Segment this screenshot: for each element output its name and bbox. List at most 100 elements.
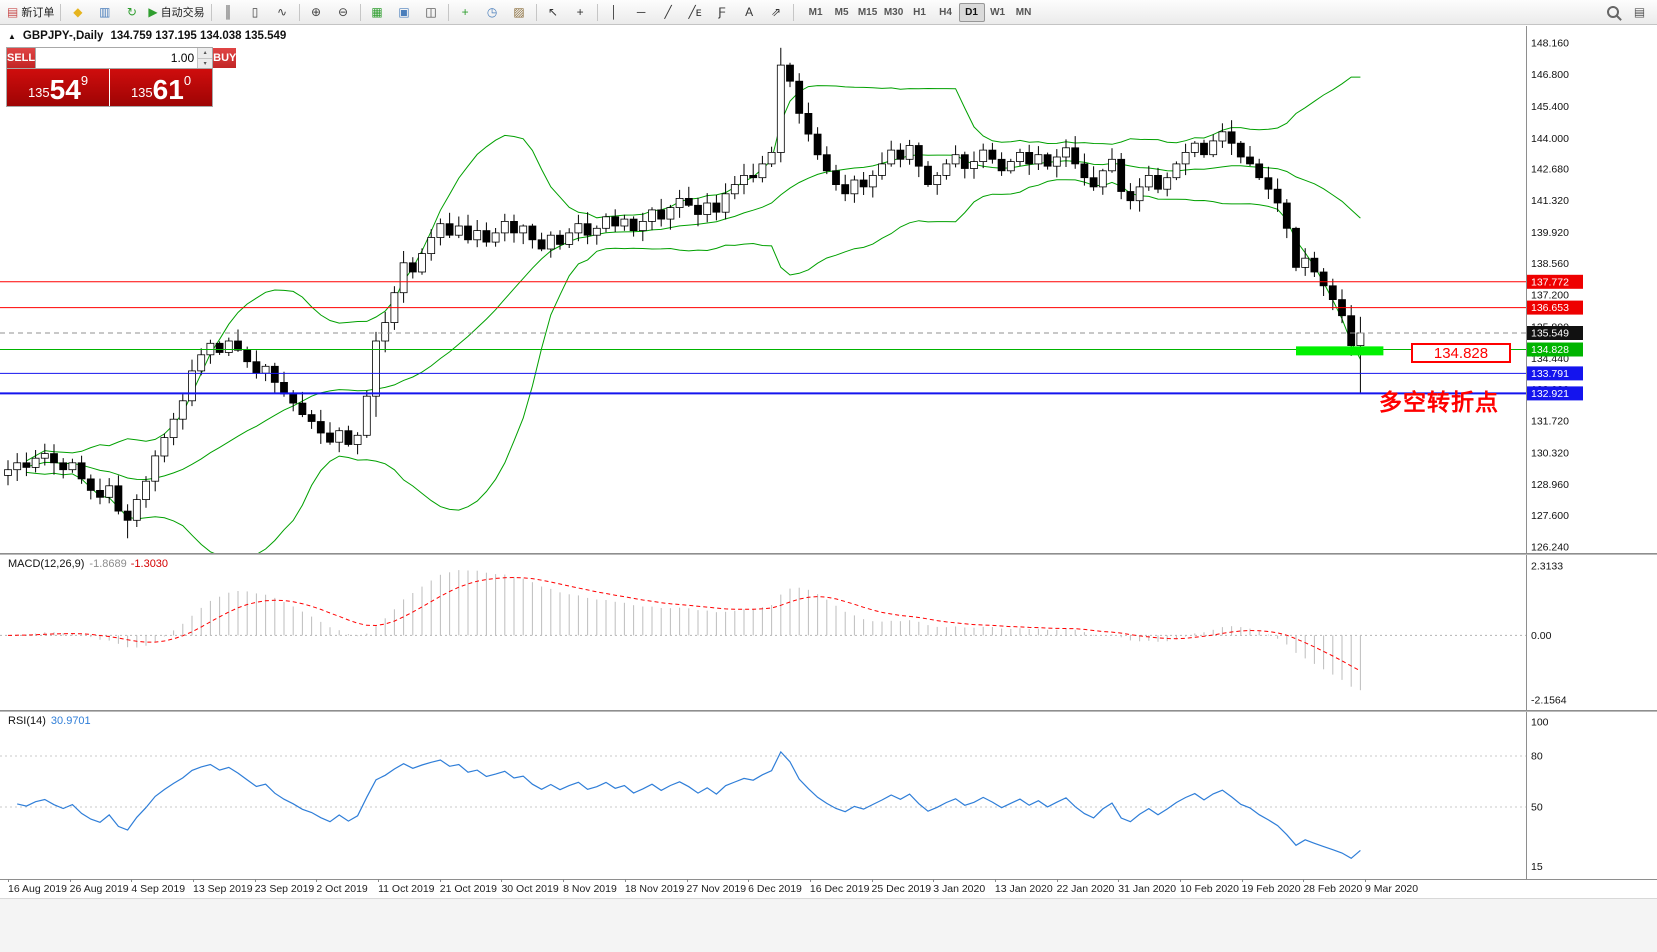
tile-windows-icon-glyph: ▦ [371,5,383,19]
turning-point-annotation[interactable]: 多空转折点 [1379,389,1499,415]
timeframe-m5-button[interactable]: M5 [834,6,849,18]
autotrading-button[interactable]: ▶ 自动交易 [145,2,207,22]
zoom-in-icon-glyph: ⊕ [311,5,322,19]
price-axis[interactable]: 148.160 146.800 145.400 144.000 142.680 141.3… [1526,26,1657,553]
indicators-list-icon[interactable]: ▣ [391,2,418,22]
svg-text:139.920: 139.920 [1531,227,1569,239]
vertical-line-icon[interactable]: │ [601,2,628,22]
timeframe-mn-button[interactable]: MN [1015,6,1032,18]
date-label: 6 Dec 2019 [748,879,802,895]
volume-down-button[interactable]: ▾ [198,58,213,68]
svg-text:15: 15 [1531,861,1543,873]
search-icon[interactable] [1599,2,1626,22]
zoom-out-icon[interactable]: ⊖ [330,2,357,22]
svg-text:134.828: 134.828 [1531,344,1569,356]
equidistant-channel-icon[interactable]: ╱ᴇ [682,2,709,22]
rsi-pane[interactable]: 100 80 50 15 [0,712,1657,879]
candlestick-chart-icon[interactable]: ▯ [242,2,269,22]
periods-icon[interactable]: ◷ [479,2,506,22]
sell-price-pips: 54 [49,74,81,106]
timeframe-h1-button[interactable]: H1 [913,6,926,18]
svg-text:-2.1564: -2.1564 [1531,695,1567,707]
indicators-add-icon[interactable]: + [452,2,479,22]
toolbar-separator [535,3,537,21]
resistance-line-1-price-tag [1527,274,1583,289]
sell-price-display[interactable]: 135 54 9 [7,69,109,106]
new-order-button-icon: ▤ [7,5,19,19]
cursor-icon-glyph: ↖ [548,5,559,19]
date-label: 28 Feb 2020 [1303,879,1363,895]
rsi-axis[interactable]: 100 80 50 15 [1526,712,1657,879]
collapse-arrow-icon[interactable]: ▲ [8,31,16,41]
horizontal-line-icon-glyph: ─ [636,5,646,19]
timeframe-m30-button[interactable]: M30 [883,6,904,18]
svg-text:137.200: 137.200 [1531,290,1569,302]
svg-text:100: 100 [1531,717,1549,729]
tile-windows-icon[interactable]: ▦ [364,2,391,22]
main-chart-pane[interactable]: 148.160 146.800 145.400 144.000 142.680 141.3… [0,26,1657,553]
chart-list-icon[interactable]: ◫ [418,2,445,22]
arrow-tools-icon[interactable]: ⇗ [763,2,790,22]
timeframe-m15-button[interactable]: M15 [857,6,878,18]
periods-icon-glyph: ◷ [486,5,498,19]
support-line-green-price-tag [1527,342,1583,357]
date-label: 10 Feb 2020 [1179,879,1239,895]
buy-button[interactable]: BUY [213,48,237,68]
volume-input[interactable] [36,48,198,68]
refresh-icon[interactable]: ↻ [118,2,145,22]
date-axis[interactable]: 16 Aug 2019 26 Aug 2019 4 Sep 2019 13 Sep 2… [0,879,1657,898]
svg-text:136.653: 136.653 [1531,302,1569,314]
svg-text:138.560: 138.560 [1531,258,1569,270]
toolbar-separator [210,3,212,21]
print-icon[interactable]: ▤ [1626,2,1653,22]
zoom-in-icon[interactable]: ⊕ [303,2,330,22]
macd-pane[interactable]: 2.3133 0.00 -2.1564 [0,555,1657,710]
timeframe-d1-button[interactable]: D1 [958,2,985,22]
macd-axis[interactable]: 2.3133 0.00 -2.1564 [1526,555,1657,710]
sell-button[interactable]: SELL [7,48,36,68]
metaeditor-icon[interactable]: ◆ [64,2,91,22]
buy-price-point: 0 [183,73,192,88]
date-label: 26 Aug 2019 [69,879,129,895]
autotrading-button-label: 自动交易 [160,7,205,19]
text-icon-glyph: A [745,5,754,19]
sell-price-int: 135 [27,85,50,100]
date-label: 18 Nov 2019 [624,879,685,895]
toolbar-separator [359,3,361,21]
pane-separator[interactable] [0,553,1657,555]
date-label: 30 Oct 2019 [501,879,559,895]
rsi-name: RSI(14) [8,715,46,727]
timeframe-h4-button[interactable]: H4 [939,6,952,18]
bar-chart-icon[interactable]: ║ [215,2,242,22]
date-label: 3 Jan 2020 [933,879,986,895]
svg-text:133.791: 133.791 [1531,368,1569,380]
buy-price-display[interactable]: 135 61 0 [110,69,212,106]
horizontal-level-lines[interactable] [0,281,1526,395]
price-callout[interactable]: 134.828 [1411,343,1511,363]
candlestick-chart-icon-glyph: ▯ [251,5,259,19]
data-window-icon[interactable]: ▥ [91,2,118,22]
horizontal-line-icon[interactable]: ─ [628,2,655,22]
buy-price-int: 135 [130,85,153,100]
pane-separator[interactable] [0,710,1657,712]
trendline-icon[interactable]: ╱ [655,2,682,22]
volume-up-button[interactable]: ▴ [198,48,213,59]
indicators-list-icon-glyph: ▣ [398,5,410,19]
timeframe-w1-button[interactable]: W1 [990,6,1006,18]
date-label: 13 Jan 2020 [994,879,1053,895]
svg-text:131.720: 131.720 [1531,416,1569,428]
cursor-icon[interactable]: ↖ [540,2,567,22]
templates-icon[interactable]: ▨ [506,2,533,22]
crosshair-icon[interactable]: + [567,2,594,22]
buy-price-pips: 61 [152,74,184,106]
fibonacci-icon[interactable]: Ƒ [709,2,736,22]
volume-box: ▴ ▾ [35,48,214,68]
timeframe-m1-button[interactable]: M1 [808,6,823,18]
text-icon[interactable]: A [736,2,763,22]
svg-text:142.680: 142.680 [1531,164,1569,176]
toolbar-separator [60,3,62,21]
line-chart-icon[interactable]: ∿ [269,2,296,22]
resistance-line-2-price-tag [1527,300,1583,315]
new-order-button[interactable]: ▤ 新订单 [4,2,57,22]
metaeditor-icon-glyph: ◆ [73,5,83,19]
